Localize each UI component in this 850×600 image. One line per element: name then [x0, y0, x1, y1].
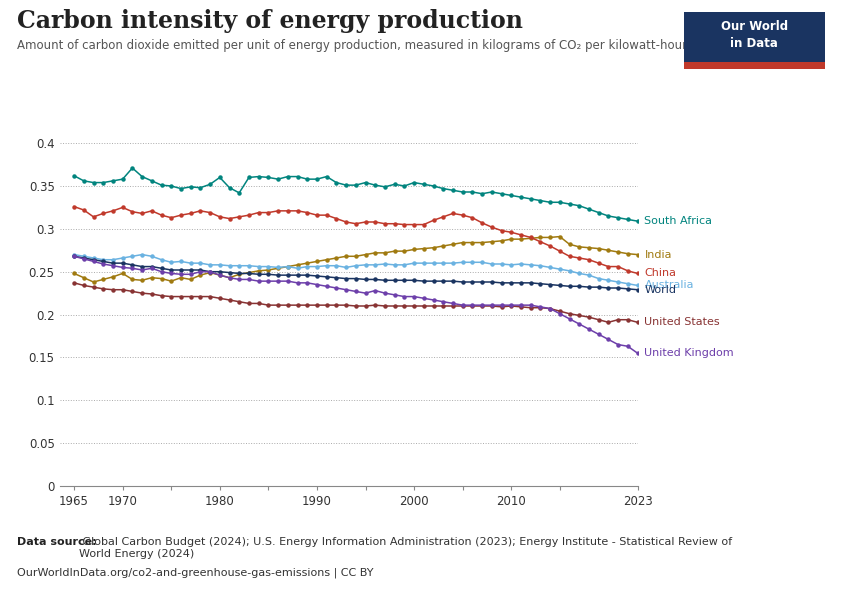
Text: Global Carbon Budget (2024); U.S. Energy Information Administration (2023); Ener: Global Carbon Budget (2024); U.S. Energy… [79, 537, 732, 559]
Text: India: India [644, 250, 672, 260]
Text: World: World [644, 285, 677, 295]
Text: Amount of carbon dioxide emitted per unit of energy production, measured in kilo: Amount of carbon dioxide emitted per uni… [17, 39, 689, 52]
Text: South Africa: South Africa [644, 216, 712, 226]
Text: Australia: Australia [644, 280, 694, 290]
Text: Data source:: Data source: [17, 537, 97, 547]
Text: United Kingdom: United Kingdom [644, 348, 734, 358]
Text: Carbon intensity of energy production: Carbon intensity of energy production [17, 9, 523, 33]
Text: Our World: Our World [721, 20, 788, 33]
Text: OurWorldInData.org/co2-and-greenhouse-gas-emissions | CC BY: OurWorldInData.org/co2-and-greenhouse-ga… [17, 567, 373, 577]
Text: China: China [644, 268, 677, 278]
Text: United States: United States [644, 317, 720, 327]
Text: in Data: in Data [730, 37, 779, 50]
